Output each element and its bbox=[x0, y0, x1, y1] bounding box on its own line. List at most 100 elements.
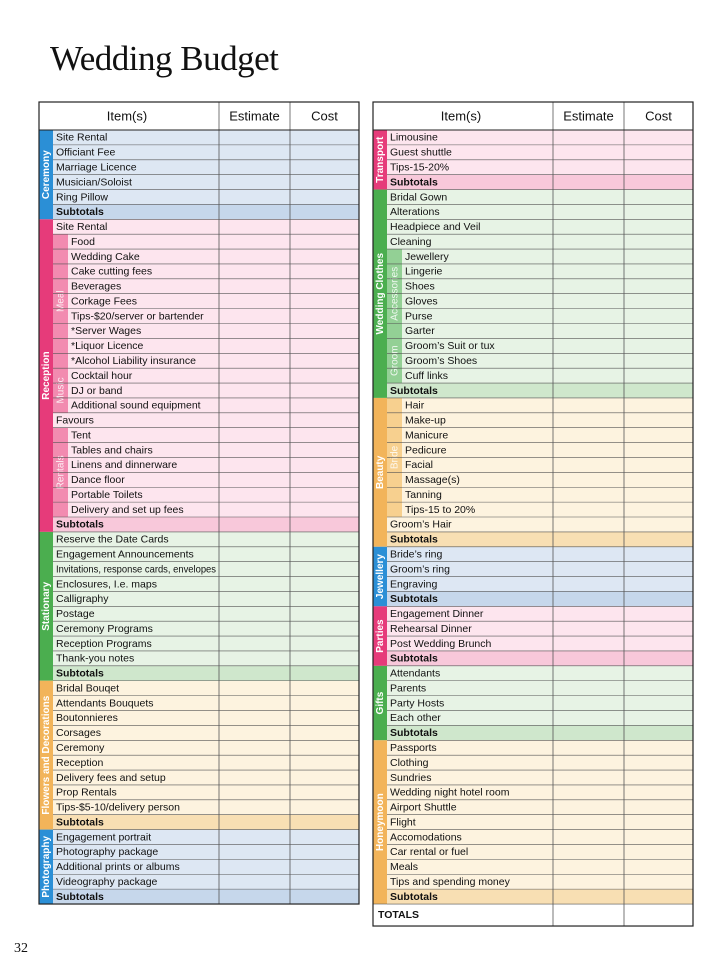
column-header: Cost bbox=[311, 108, 338, 123]
item-label: Groom’s Shoes bbox=[405, 355, 477, 367]
row-background bbox=[387, 293, 693, 309]
section-label: Stationary bbox=[41, 581, 52, 630]
row-background bbox=[387, 263, 693, 279]
section-label: Ceremony bbox=[41, 150, 52, 199]
subgroup-label: Music bbox=[56, 377, 67, 403]
subtotal-row bbox=[53, 814, 359, 830]
page-title: Wedding Budget bbox=[50, 39, 279, 78]
section-strip bbox=[39, 130, 53, 220]
subtotal-row bbox=[387, 383, 693, 398]
row-background bbox=[53, 338, 359, 354]
row-background bbox=[53, 606, 359, 622]
item-label: Ceremony bbox=[56, 742, 105, 754]
row-background bbox=[387, 621, 693, 637]
subtotal-label: Subtotals bbox=[56, 891, 104, 903]
row-background bbox=[53, 427, 359, 443]
row-background bbox=[53, 859, 359, 875]
item-label: Jewellery bbox=[405, 251, 450, 263]
subtotal-row bbox=[53, 517, 359, 532]
section-label: Flowers and Decorations bbox=[41, 695, 52, 814]
row-background bbox=[387, 680, 693, 696]
item-label: Party Hosts bbox=[390, 697, 444, 709]
subtotal-row bbox=[387, 725, 693, 741]
column-header: Item(s) bbox=[107, 108, 147, 123]
subtotal-row bbox=[387, 650, 693, 666]
section-label: Wedding Clothes bbox=[375, 253, 386, 335]
item-label: Delivery and set up fees bbox=[71, 504, 184, 516]
subtotal-row bbox=[387, 531, 693, 547]
item-label: Prop Rentals bbox=[56, 787, 117, 799]
row-background bbox=[53, 710, 359, 726]
item-label: Linens and dinnerware bbox=[71, 459, 177, 471]
row-background bbox=[53, 844, 359, 860]
row-background bbox=[53, 755, 359, 771]
row-background bbox=[387, 829, 693, 845]
item-label: Cocktail hour bbox=[71, 370, 133, 382]
row-background bbox=[53, 740, 359, 756]
item-label: Tips-$5-10/delivery person bbox=[56, 802, 180, 814]
row-background bbox=[387, 665, 693, 681]
item-label: Tables and chairs bbox=[71, 444, 153, 456]
row-background bbox=[387, 323, 693, 339]
row-background bbox=[387, 755, 693, 771]
row-background bbox=[387, 204, 693, 220]
row-background bbox=[53, 874, 359, 890]
item-label: Officiant Fee bbox=[56, 147, 115, 159]
item-label: Gloves bbox=[405, 295, 438, 307]
row-background bbox=[387, 710, 693, 726]
row-background bbox=[387, 770, 693, 785]
row-background bbox=[387, 636, 693, 651]
section-label: Parties bbox=[375, 619, 386, 653]
table-border bbox=[372, 101, 694, 927]
item-label: Videography package bbox=[56, 876, 158, 888]
row-background bbox=[53, 591, 359, 607]
row-background bbox=[387, 784, 693, 800]
item-label: Beverages bbox=[71, 281, 121, 293]
item-label: Bride’s ring bbox=[390, 549, 442, 561]
row-background bbox=[53, 249, 359, 264]
row-background bbox=[387, 814, 693, 830]
column-header: Estimate bbox=[563, 108, 614, 123]
section-strip bbox=[39, 829, 53, 905]
totals-label: TOTALS bbox=[378, 909, 419, 921]
row-background bbox=[53, 174, 359, 190]
row-background bbox=[53, 293, 359, 309]
item-label: Tips-$20/server or bartender bbox=[71, 310, 204, 322]
item-label: Site Rental bbox=[56, 221, 107, 233]
subtotal-label: Subtotals bbox=[390, 176, 438, 188]
item-label: Tanning bbox=[405, 489, 442, 501]
subgroup-label: Groom bbox=[390, 345, 401, 376]
item-label: Attendants bbox=[390, 668, 440, 680]
row-background bbox=[387, 442, 693, 458]
row-background bbox=[387, 308, 693, 324]
item-label: Engraving bbox=[390, 578, 437, 590]
item-label: Pedicure bbox=[405, 444, 447, 456]
row-background bbox=[53, 531, 359, 547]
row-background bbox=[53, 412, 359, 428]
row-background bbox=[53, 546, 359, 562]
section-label: Beauty bbox=[375, 455, 386, 489]
item-label: Additional prints or albums bbox=[56, 861, 180, 873]
item-label: Tips-15 to 20% bbox=[405, 504, 475, 516]
item-label: Cake cutting fees bbox=[71, 266, 152, 278]
section-label: Honeymoon bbox=[375, 793, 386, 851]
item-label: Food bbox=[71, 236, 95, 248]
row-background bbox=[387, 130, 693, 145]
row-background bbox=[387, 517, 693, 532]
item-label: Facial bbox=[405, 459, 433, 471]
row-background bbox=[53, 323, 359, 339]
item-label: Manicure bbox=[405, 429, 448, 441]
item-label: Guest shuttle bbox=[390, 147, 452, 159]
section-label: Gifts bbox=[375, 691, 386, 714]
item-label: Car rental or fuel bbox=[390, 846, 468, 858]
item-label: Invitations, response cards, envelopes bbox=[56, 563, 216, 575]
item-label: Delivery fees and setup bbox=[56, 772, 166, 784]
page-number: 32 bbox=[14, 941, 28, 956]
item-label: Reception Programs bbox=[56, 638, 152, 650]
row-background bbox=[387, 874, 693, 890]
row-background bbox=[387, 427, 693, 443]
subtotal-row bbox=[53, 889, 359, 905]
row-background bbox=[387, 353, 693, 369]
item-label: Alterations bbox=[390, 206, 440, 218]
